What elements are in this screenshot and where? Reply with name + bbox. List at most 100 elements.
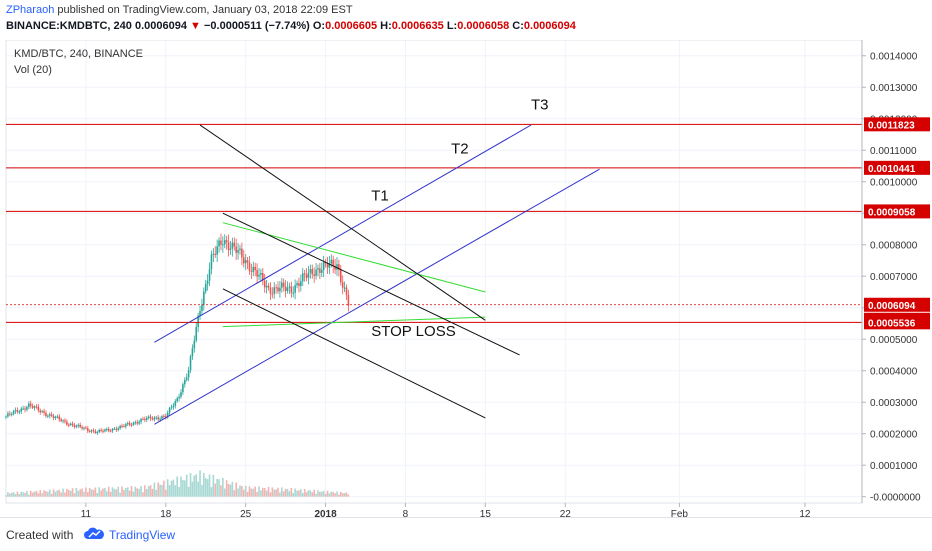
x-tick-label: 8 (403, 509, 409, 517)
price-badges: 0.00118230.00104410.00090580.000609451:0… (864, 117, 930, 330)
volume-bar (296, 490, 298, 497)
pennant-trendline[interactable] (222, 316, 486, 328)
open-value: 0.0006605 (325, 20, 378, 32)
volume-bar (235, 482, 237, 497)
y-tick-label: 0.0001000 (870, 461, 918, 472)
volume-bar (187, 486, 190, 497)
volume-bar (184, 480, 186, 497)
candle-body (73, 425, 76, 427)
price-badge-label: 0.0006094 (868, 301, 916, 312)
candle-body (144, 418, 146, 420)
volume-bar (193, 475, 196, 497)
time-axis[interactable]: 11 18 25 2018 8 15 22 Feb 12 (81, 503, 811, 517)
created-with-label: Created with (6, 528, 74, 542)
volume-bar (58, 489, 61, 497)
candle-body (62, 420, 64, 422)
x-tick-label: Feb (671, 509, 689, 517)
candle-body (90, 430, 93, 432)
last-price: 0.0006094 (134, 20, 187, 32)
volume-bar (265, 490, 268, 497)
trendlines[interactable] (154, 124, 600, 425)
volume-bar (5, 495, 7, 497)
candle-body (239, 248, 241, 251)
volume-bar (248, 486, 251, 497)
tradingview-cloud-icon[interactable] (83, 527, 105, 541)
horizontal-levels[interactable] (6, 123, 862, 323)
y-tick-label: 0.0013000 (870, 83, 918, 94)
candle-body (191, 348, 194, 357)
volume-bar (237, 488, 239, 497)
volume-bar (225, 480, 228, 497)
volume-bar (107, 486, 110, 497)
tradingview-brand[interactable]: TradingView (109, 528, 176, 542)
candle-body (39, 410, 42, 413)
volume-bar (48, 489, 51, 497)
author-link[interactable]: ZPharaoh (6, 4, 55, 16)
candle-body (301, 273, 304, 282)
volume-bar (206, 479, 209, 497)
wedge-trendline[interactable] (222, 212, 520, 356)
candle-body (203, 291, 205, 305)
volume-bar (142, 492, 144, 497)
candle-body (242, 257, 245, 264)
candle-body (322, 262, 325, 270)
candle-body (54, 416, 57, 418)
candle-body (128, 423, 131, 425)
candle-body (26, 406, 28, 410)
volume-bar (250, 488, 253, 497)
low-value: 0.0006058 (457, 20, 510, 32)
candle-body (246, 260, 249, 263)
volume-bar (328, 493, 331, 497)
volume-bar (79, 489, 81, 497)
volume-bar (128, 490, 131, 497)
candle-body (284, 286, 287, 292)
wedge-trendline[interactable] (199, 124, 486, 321)
candle-body (69, 423, 72, 425)
candle-body (273, 287, 276, 294)
candle-body (338, 264, 340, 270)
candle-body (10, 414, 13, 416)
wedge-trendline[interactable] (222, 288, 486, 419)
candle-body (277, 287, 279, 292)
candle-body (102, 430, 104, 432)
volume-bar (104, 487, 106, 497)
candle-body (16, 410, 19, 412)
candle-body (222, 244, 224, 246)
volume-bar (161, 485, 163, 497)
candle-body (94, 431, 97, 433)
volume-bar (185, 474, 188, 497)
volume-bar (52, 489, 55, 497)
volume-bar (223, 488, 226, 497)
volume-bar (326, 490, 329, 497)
candle-body (332, 259, 334, 266)
candle-body (64, 420, 66, 422)
candle-body (50, 414, 53, 417)
candle-body (172, 405, 175, 408)
candle-body (281, 282, 283, 288)
volume-bar (151, 488, 154, 497)
volume-bar (214, 483, 217, 497)
volume-bar (313, 489, 315, 497)
volume-bar (182, 479, 184, 497)
candle-body (79, 424, 81, 428)
price-axis[interactable]: 0.00140000.00130000.00120000.00110000.00… (861, 40, 921, 504)
price-chart[interactable]: T3 T2 T1 STOP LOSS KMD/BTC, 240, BINANCE Vo… (0, 40, 932, 517)
candle-body (263, 280, 266, 288)
channel-trendline[interactable] (154, 168, 600, 425)
volume-bar (347, 494, 350, 497)
volume-bar (125, 487, 127, 497)
volume-bar (145, 489, 148, 497)
candle-body (231, 242, 234, 249)
price-change: −0.0000511 (−7.74%) (203, 20, 310, 32)
candle-body (303, 273, 306, 275)
candle-body (178, 396, 180, 399)
candle-body (256, 270, 258, 277)
candle-body (155, 417, 158, 419)
volume-bar (132, 491, 135, 497)
volume-bar (210, 487, 213, 497)
volume-bar (163, 480, 165, 497)
channel-trendline[interactable] (154, 124, 532, 343)
candle-body (125, 424, 127, 427)
price-badge-label: 0.0011823 (868, 120, 915, 131)
candle-body (142, 418, 144, 420)
